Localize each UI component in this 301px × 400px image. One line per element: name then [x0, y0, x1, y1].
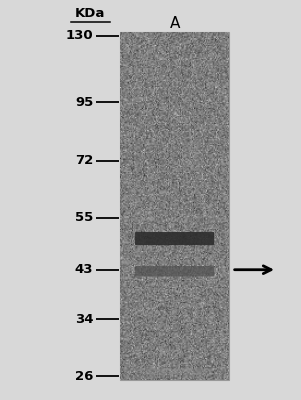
Point — [117, 317, 121, 322]
Text: KDa: KDa — [75, 7, 105, 20]
FancyBboxPatch shape — [135, 266, 214, 276]
FancyBboxPatch shape — [135, 232, 214, 245]
Text: 26: 26 — [75, 370, 93, 382]
Text: 130: 130 — [66, 30, 93, 42]
Point — [117, 158, 121, 163]
Text: 95: 95 — [75, 96, 93, 109]
Point — [117, 267, 121, 272]
Bar — [120, 32, 229, 380]
Point — [117, 374, 121, 378]
Text: 43: 43 — [75, 263, 93, 276]
Point — [117, 100, 121, 105]
Text: 72: 72 — [75, 154, 93, 167]
Point — [95, 267, 98, 272]
Point — [95, 158, 98, 163]
Point — [95, 215, 98, 220]
FancyBboxPatch shape — [140, 369, 205, 375]
Text: 55: 55 — [75, 211, 93, 224]
Text: 34: 34 — [75, 313, 93, 326]
Point — [95, 100, 98, 105]
Point — [95, 317, 98, 322]
Point — [95, 374, 98, 378]
Point — [95, 34, 98, 38]
Point — [117, 34, 121, 38]
Text: A: A — [169, 16, 180, 31]
Point — [117, 215, 121, 220]
